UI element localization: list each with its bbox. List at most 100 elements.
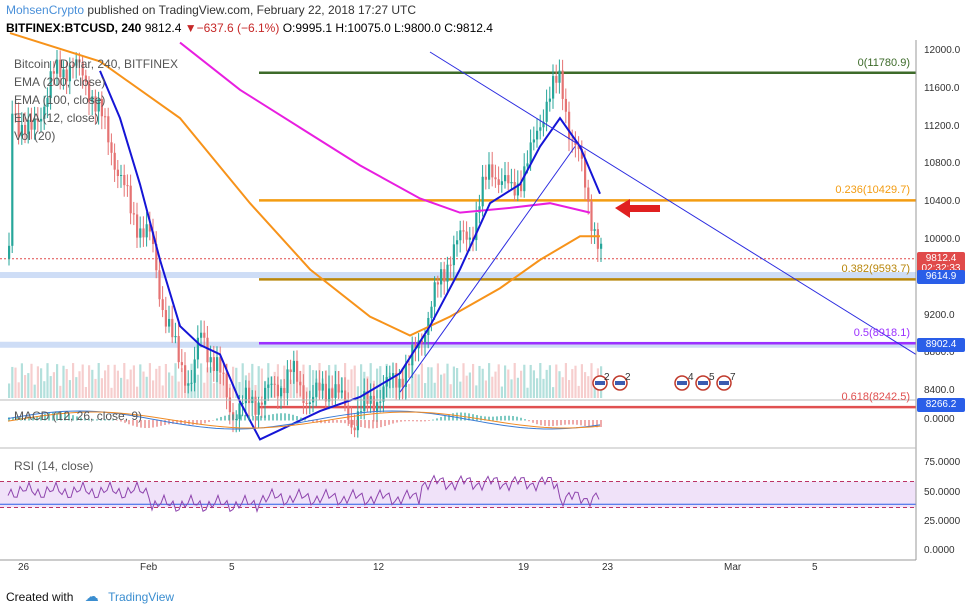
legend-volume[interactable]: Vol (20): [14, 129, 56, 143]
candle-body: [36, 118, 39, 122]
macd-histogram-bar: [128, 420, 130, 425]
event-count-b[interactable]: 2: [625, 372, 631, 383]
volume-bar: [520, 370, 523, 398]
volume-bar: [241, 363, 244, 398]
event-count-c[interactable]: 4: [688, 372, 694, 383]
candle-body: [145, 224, 148, 238]
macd-histogram-bar: [144, 420, 146, 429]
macd-histogram-bar: [68, 413, 70, 421]
volume-bar: [248, 372, 251, 398]
publish-info: published on TradingView.com, February 2…: [87, 3, 417, 17]
macd-histogram-bar: [556, 420, 558, 426]
volume-bar: [449, 384, 452, 398]
macd-label[interactable]: MACD (12, 26, close, 9): [14, 409, 143, 423]
fib-level-label: 0.5(8918.1): [853, 327, 910, 340]
price-axis-tick: 10400.0: [924, 196, 961, 208]
volume-bar: [491, 376, 494, 398]
candle-body: [555, 76, 558, 83]
candle-body: [171, 318, 174, 338]
candle-body: [564, 98, 567, 112]
volume-bar: [392, 375, 395, 398]
candle-body: [372, 395, 375, 413]
candle-body: [299, 381, 302, 386]
macd-histogram-bar: [16, 417, 18, 421]
tradingview-brand[interactable]: TradingView: [108, 590, 175, 604]
ema-100-line: [9, 32, 600, 337]
candle-body: [340, 390, 343, 393]
candle-body: [84, 75, 87, 83]
event-count-e[interactable]: 7: [730, 372, 736, 383]
candle-body: [334, 384, 337, 398]
x-label-26: 26: [18, 562, 30, 573]
rsi-axis-50: 50.0000: [924, 487, 961, 498]
candle-body: [459, 230, 462, 241]
candle-body: [33, 118, 36, 130]
legend-ema12[interactable]: EMA (12, close): [14, 111, 99, 125]
macd-histogram-bar: [596, 420, 598, 428]
candle-body: [443, 269, 446, 282]
candle-body: [276, 384, 279, 397]
volume-bar: [283, 365, 286, 398]
volume-bar: [216, 363, 219, 398]
volume-bar: [244, 375, 247, 398]
price-change: ▼−637.6 (−6.1%): [184, 21, 280, 35]
candle-body: [219, 357, 222, 373]
volume-bar: [539, 363, 542, 398]
price-axis-tick: 10800.0: [924, 158, 961, 170]
macd-histogram-bar: [376, 420, 378, 428]
volume-bar: [280, 386, 283, 398]
macd-histogram-bar: [140, 420, 142, 428]
candle-body: [516, 183, 519, 196]
volume-bar: [52, 372, 55, 398]
volume-bar: [94, 378, 97, 398]
volume-bar: [75, 377, 78, 398]
macd-histogram-bar: [592, 420, 594, 428]
volume-bar: [382, 385, 385, 398]
macd-histogram-bar: [216, 418, 218, 421]
event-count-a[interactable]: 2: [604, 372, 610, 383]
candle-body: [78, 59, 81, 63]
volume-bar: [24, 375, 27, 398]
volume-bar: [88, 365, 91, 398]
volume-bar: [424, 383, 427, 398]
volume-bar: [14, 367, 17, 398]
candle-body: [465, 231, 468, 240]
rsi-label[interactable]: RSI (14, close): [14, 459, 94, 473]
volume-bar: [148, 363, 151, 398]
macd-histogram-bar: [472, 414, 474, 421]
candle-body: [267, 384, 270, 388]
x-label-5-mar: 5: [812, 562, 818, 573]
price-axis-tick: 9200.0: [924, 309, 955, 321]
candle-body: [228, 397, 231, 413]
volume-bar: [324, 370, 327, 398]
volume-bar: [27, 373, 30, 398]
macd-histogram-bar: [480, 415, 482, 421]
symbol-label: BITFINEX:BTCUSD, 240: [6, 21, 142, 35]
macd-histogram-bar: [288, 413, 290, 421]
candle-body: [97, 99, 100, 112]
author-name[interactable]: MohsenCrypto: [6, 3, 85, 17]
volume-bar: [347, 379, 350, 398]
candle-body: [142, 228, 145, 238]
event-count-d[interactable]: 5: [709, 372, 715, 383]
candle-body: [558, 70, 561, 83]
volume-bar: [587, 376, 590, 398]
candle-body: [350, 419, 353, 428]
volume-bar: [545, 369, 548, 398]
macd-histogram-bar: [368, 420, 370, 429]
macd-histogram-bar: [28, 417, 30, 421]
legend-ema100[interactable]: EMA (100, close): [14, 93, 106, 107]
legend-ema200[interactable]: EMA (200, close): [14, 75, 106, 89]
price-axis-tick: 12000.0: [924, 45, 961, 56]
volume-bar: [315, 378, 318, 398]
macd-histogram-bar: [328, 420, 330, 424]
volume-bar: [561, 377, 564, 398]
macd-histogram-bar: [348, 420, 350, 424]
macd-histogram-bar: [276, 413, 278, 421]
volume-bar: [308, 365, 311, 398]
rsi-axis-75: 75.0000: [924, 457, 961, 468]
candle-body: [81, 62, 84, 76]
candle-body: [136, 214, 139, 238]
macd-histogram-bar: [568, 420, 570, 425]
